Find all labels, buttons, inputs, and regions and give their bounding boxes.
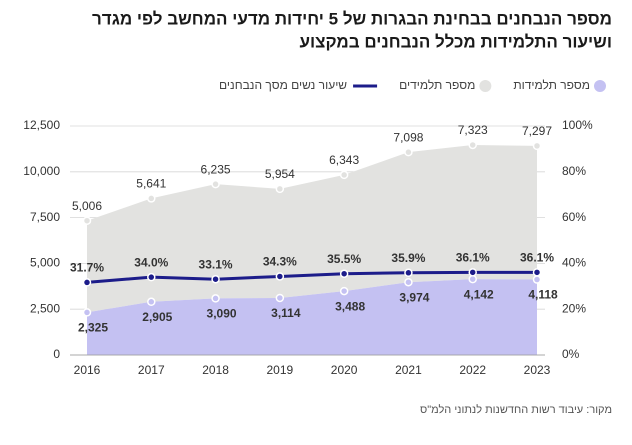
y-tick-label: 2,500 xyxy=(30,301,60,315)
point xyxy=(468,140,477,150)
line-point xyxy=(404,268,413,278)
point xyxy=(339,170,349,180)
line-point xyxy=(275,272,285,281)
data-label: 3,114 xyxy=(271,306,301,320)
y2-tick-label: 100% xyxy=(562,118,593,132)
legend-label: מספר תלמידות xyxy=(513,78,590,92)
point xyxy=(211,179,220,189)
source: מקור: עיבוד רשות החדשנות לנתוני הלמ"ס xyxy=(420,403,612,416)
point xyxy=(275,293,285,303)
legend-swatch xyxy=(594,80,606,92)
data-label: 7,098 xyxy=(393,130,423,144)
point xyxy=(82,216,92,225)
line-label: 36.1% xyxy=(456,251,490,265)
point xyxy=(211,294,220,303)
line-label: 35.9% xyxy=(391,251,425,265)
data-label: 2,325 xyxy=(78,321,108,335)
point xyxy=(275,184,285,194)
data-label: 3,488 xyxy=(335,299,365,313)
data-label: 5,641 xyxy=(136,177,166,191)
y-tick-label: 10,000 xyxy=(23,164,60,178)
data-label: 7,297 xyxy=(522,124,552,138)
x-tick-label: 2021 xyxy=(395,363,422,377)
line-point xyxy=(532,268,542,277)
data-label: 3,090 xyxy=(207,307,237,321)
y2-tick-label: 80% xyxy=(562,164,586,178)
point xyxy=(404,147,413,157)
point xyxy=(532,275,542,284)
point xyxy=(82,308,92,317)
point xyxy=(339,286,349,296)
line-label: 36.1% xyxy=(520,251,554,265)
y-tick-label: 0 xyxy=(53,347,60,361)
data-label: 7,323 xyxy=(458,123,488,137)
y2-tick-label: 0% xyxy=(562,347,580,361)
data-label: 2,905 xyxy=(142,310,172,324)
x-tick-label: 2019 xyxy=(267,363,294,377)
line-label: 34.0% xyxy=(134,255,168,269)
x-tick-label: 2017 xyxy=(138,363,165,377)
y-tick-label: 7,500 xyxy=(30,210,60,224)
point xyxy=(468,274,477,284)
area xyxy=(87,144,537,313)
y-tick-label: 12,500 xyxy=(23,118,60,132)
line-point xyxy=(468,268,477,277)
y2-tick-label: 40% xyxy=(562,256,586,270)
data-label: 4,118 xyxy=(528,288,558,302)
data-label: 5,954 xyxy=(265,167,295,181)
point xyxy=(147,297,156,307)
chart-subtitle: ושיעור התלמידות מכלל הנבחנים במקצוע xyxy=(299,32,612,51)
y2-tick-label: 60% xyxy=(562,210,586,224)
x-tick-label: 2023 xyxy=(524,363,551,377)
area xyxy=(87,279,537,355)
point xyxy=(404,277,413,287)
x-tick-label: 2020 xyxy=(331,363,358,377)
legend-label: שיעור נשים מסך הנבחנים xyxy=(219,78,347,92)
legend-label: מספר תלמידים xyxy=(399,78,475,92)
line-label: 33.1% xyxy=(199,257,233,271)
x-tick-label: 2016 xyxy=(74,363,101,377)
point xyxy=(532,141,542,151)
line-label: 34.3% xyxy=(263,255,297,269)
data-label: 3,974 xyxy=(399,290,429,304)
line-point xyxy=(82,278,92,287)
y2-tick-label: 20% xyxy=(562,301,586,315)
line-label: 31.7% xyxy=(70,261,104,275)
point xyxy=(147,194,156,203)
legend-swatch xyxy=(479,80,492,92)
x-tick-label: 2018 xyxy=(202,363,229,377)
x-tick-label: 2022 xyxy=(459,363,486,377)
line xyxy=(86,270,537,284)
data-label: 5,006 xyxy=(72,199,102,213)
y-tick-label: 5,000 xyxy=(30,256,60,270)
line-point xyxy=(211,274,220,284)
chart-title: מספר הנבחנים בבחינת הבגרות של 5 יחידות מ… xyxy=(92,9,612,28)
data-label: 6,235 xyxy=(201,162,231,176)
line-point xyxy=(147,272,156,282)
line-point xyxy=(339,269,349,278)
data-label: 6,343 xyxy=(329,153,359,167)
line-label: 35.5% xyxy=(327,252,361,266)
data-label: 4,142 xyxy=(464,287,494,301)
